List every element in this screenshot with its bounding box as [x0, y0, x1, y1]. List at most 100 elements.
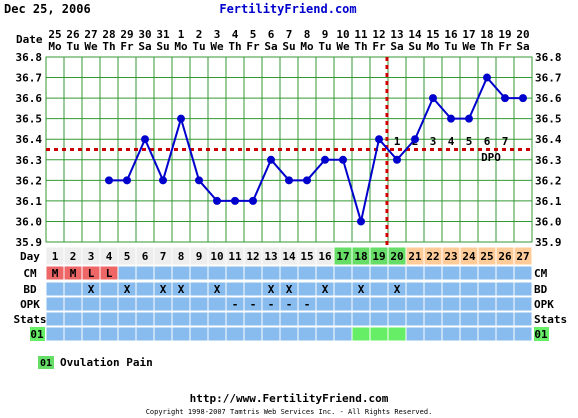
row-cell-symptom [405, 326, 425, 342]
row-cell-stats [153, 311, 173, 327]
y-tick-label-right: 36.5 [535, 113, 562, 126]
x-tick-date: 17 [462, 28, 475, 41]
row-cell-bd [243, 281, 263, 297]
row-cell-symptom [225, 326, 245, 342]
row-cell-cm [495, 265, 515, 281]
y-tick-label-left: 36.6 [16, 92, 43, 105]
row-cell-symptom [135, 326, 155, 342]
cycle-day-label: 8 [178, 250, 185, 263]
opk-mark: - [232, 298, 239, 311]
row-cell-cm [225, 265, 245, 281]
x-tick-weekday: Sa [390, 40, 403, 53]
cycle-day-label: 6 [142, 250, 149, 263]
x-tick-date: 25 [48, 28, 61, 41]
temperature-point [123, 176, 131, 185]
row-cell-opk [423, 296, 443, 312]
x-tick-weekday: Th [228, 40, 241, 53]
day-row-label: Day [20, 250, 40, 263]
legend-text: Ovulation Pain [60, 356, 153, 369]
row-cell-opk [81, 296, 101, 312]
x-tick-weekday: Mo [48, 40, 62, 53]
y-tick-label-left: 36.5 [16, 113, 43, 126]
row-cell-cm [117, 265, 137, 281]
row-cell-cm [243, 265, 263, 281]
row-cell-cm [297, 265, 317, 281]
cycle-day-label: 15 [300, 250, 313, 263]
opk-mark: - [304, 298, 311, 311]
x-tick-date: 20 [516, 28, 529, 41]
row-cell-cm [333, 265, 353, 281]
row-cell-stats [387, 311, 407, 327]
cycle-day-label: 13 [264, 250, 277, 263]
row-cell-stats [117, 311, 137, 327]
row-cell-bd [459, 281, 479, 297]
x-tick-date: 5 [250, 28, 257, 41]
x-tick-weekday: Th [102, 40, 115, 53]
cycle-day-label: 9 [196, 250, 203, 263]
cm-mark: M [70, 267, 77, 280]
cycle-day-cell [513, 246, 533, 266]
x-tick-weekday: Sa [516, 40, 529, 53]
x-tick-weekday: Fr [372, 40, 386, 53]
row-cell-opk [45, 296, 65, 312]
x-tick-weekday: Fr [120, 40, 134, 53]
row-cell-cm [135, 265, 155, 281]
row-cell-symptom [297, 326, 317, 342]
row-cell-cm [261, 265, 281, 281]
row-cell-opk [189, 296, 209, 312]
x-tick-weekday: Th [480, 40, 493, 53]
y-tick-label-left: 36.3 [16, 154, 43, 167]
row-cell-cm [477, 265, 497, 281]
cycle-day-label: 24 [462, 250, 476, 263]
row-cell-stats [45, 311, 65, 327]
x-tick-weekday: Tu [192, 40, 205, 53]
bd-mark: X [160, 283, 167, 296]
row-cell-cm [171, 265, 191, 281]
cycle-day-label: 5 [124, 250, 131, 263]
dpo-number: 1 [394, 135, 401, 148]
bd-mark: X [88, 283, 95, 296]
temperature-point [339, 155, 347, 164]
row-label-left: OPK [20, 298, 40, 311]
cycle-day-label: 2 [70, 250, 77, 263]
row-cell-stats [441, 311, 461, 327]
x-tick-date: 14 [408, 28, 422, 41]
row-cell-symptom [495, 326, 515, 342]
row-cell-cm [387, 265, 407, 281]
row-cell-symptom [207, 326, 227, 342]
y-tick-label-left: 36.7 [16, 72, 43, 85]
temperature-point [105, 176, 113, 185]
x-tick-date: 2 [196, 28, 203, 41]
row-cell-stats [279, 311, 299, 327]
row-cell-cm [153, 265, 173, 281]
row-cell-bd [369, 281, 389, 297]
row-cell-cm [189, 265, 209, 281]
row-cell-cm [513, 265, 533, 281]
row-label-right: BD [534, 283, 548, 296]
x-tick-date: 13 [390, 28, 403, 41]
temperature-point [267, 155, 275, 164]
temperature-point [141, 135, 149, 144]
cycle-day-label: 16 [318, 250, 332, 263]
temperature-point [195, 176, 203, 185]
row-cell-symptom [477, 326, 497, 342]
y-tick-label-right: 36.8 [535, 51, 562, 64]
row-cell-symptom [513, 326, 533, 342]
row-cell-bd [423, 281, 443, 297]
cycle-day-label: 20 [390, 250, 403, 263]
row-cell-stats [99, 311, 119, 327]
x-tick-weekday: Su [282, 40, 295, 53]
bd-mark: X [214, 283, 221, 296]
temperature-point [213, 196, 221, 205]
row-cell-cm [369, 265, 389, 281]
x-tick-weekday: Fr [246, 40, 260, 53]
row-cell-stats [261, 311, 281, 327]
cycle-day-label: 23 [444, 250, 457, 263]
row-cell-stats [423, 311, 443, 327]
cm-mark: L [88, 267, 95, 280]
row-cell-opk [171, 296, 191, 312]
row-cell-bd [135, 281, 155, 297]
x-tick-weekday: Fr [498, 40, 512, 53]
temperature-point [519, 94, 527, 103]
bd-mark: X [358, 283, 365, 296]
